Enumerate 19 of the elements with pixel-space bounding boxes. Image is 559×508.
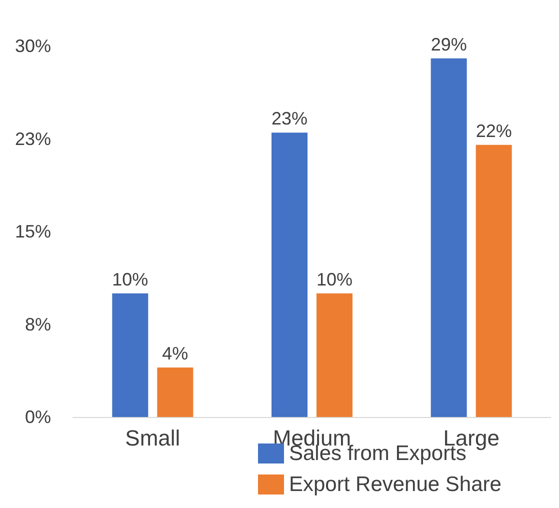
bar — [430, 58, 467, 417]
bar — [272, 132, 308, 417]
y-tick-label: 15% — [14, 222, 51, 242]
data-label: 29% — [430, 34, 467, 54]
y-tick-label: 8% — [24, 314, 51, 334]
bar — [157, 368, 194, 417]
data-label: 23% — [271, 108, 308, 129]
data-label: 4% — [162, 344, 188, 364]
legend-label: Export Revenue Share — [289, 473, 502, 496]
y-tick-label: 30% — [14, 36, 51, 56]
y-tick-label: 0% — [24, 407, 51, 427]
data-label: 10% — [316, 269, 353, 290]
bar — [316, 293, 352, 417]
bar — [476, 144, 512, 417]
x-tick-label: Small — [125, 426, 180, 450]
data-label: 10% — [112, 269, 148, 290]
y-tick-label: 23% — [14, 128, 51, 149]
bar — [112, 293, 148, 417]
data-label: 22% — [476, 120, 512, 141]
